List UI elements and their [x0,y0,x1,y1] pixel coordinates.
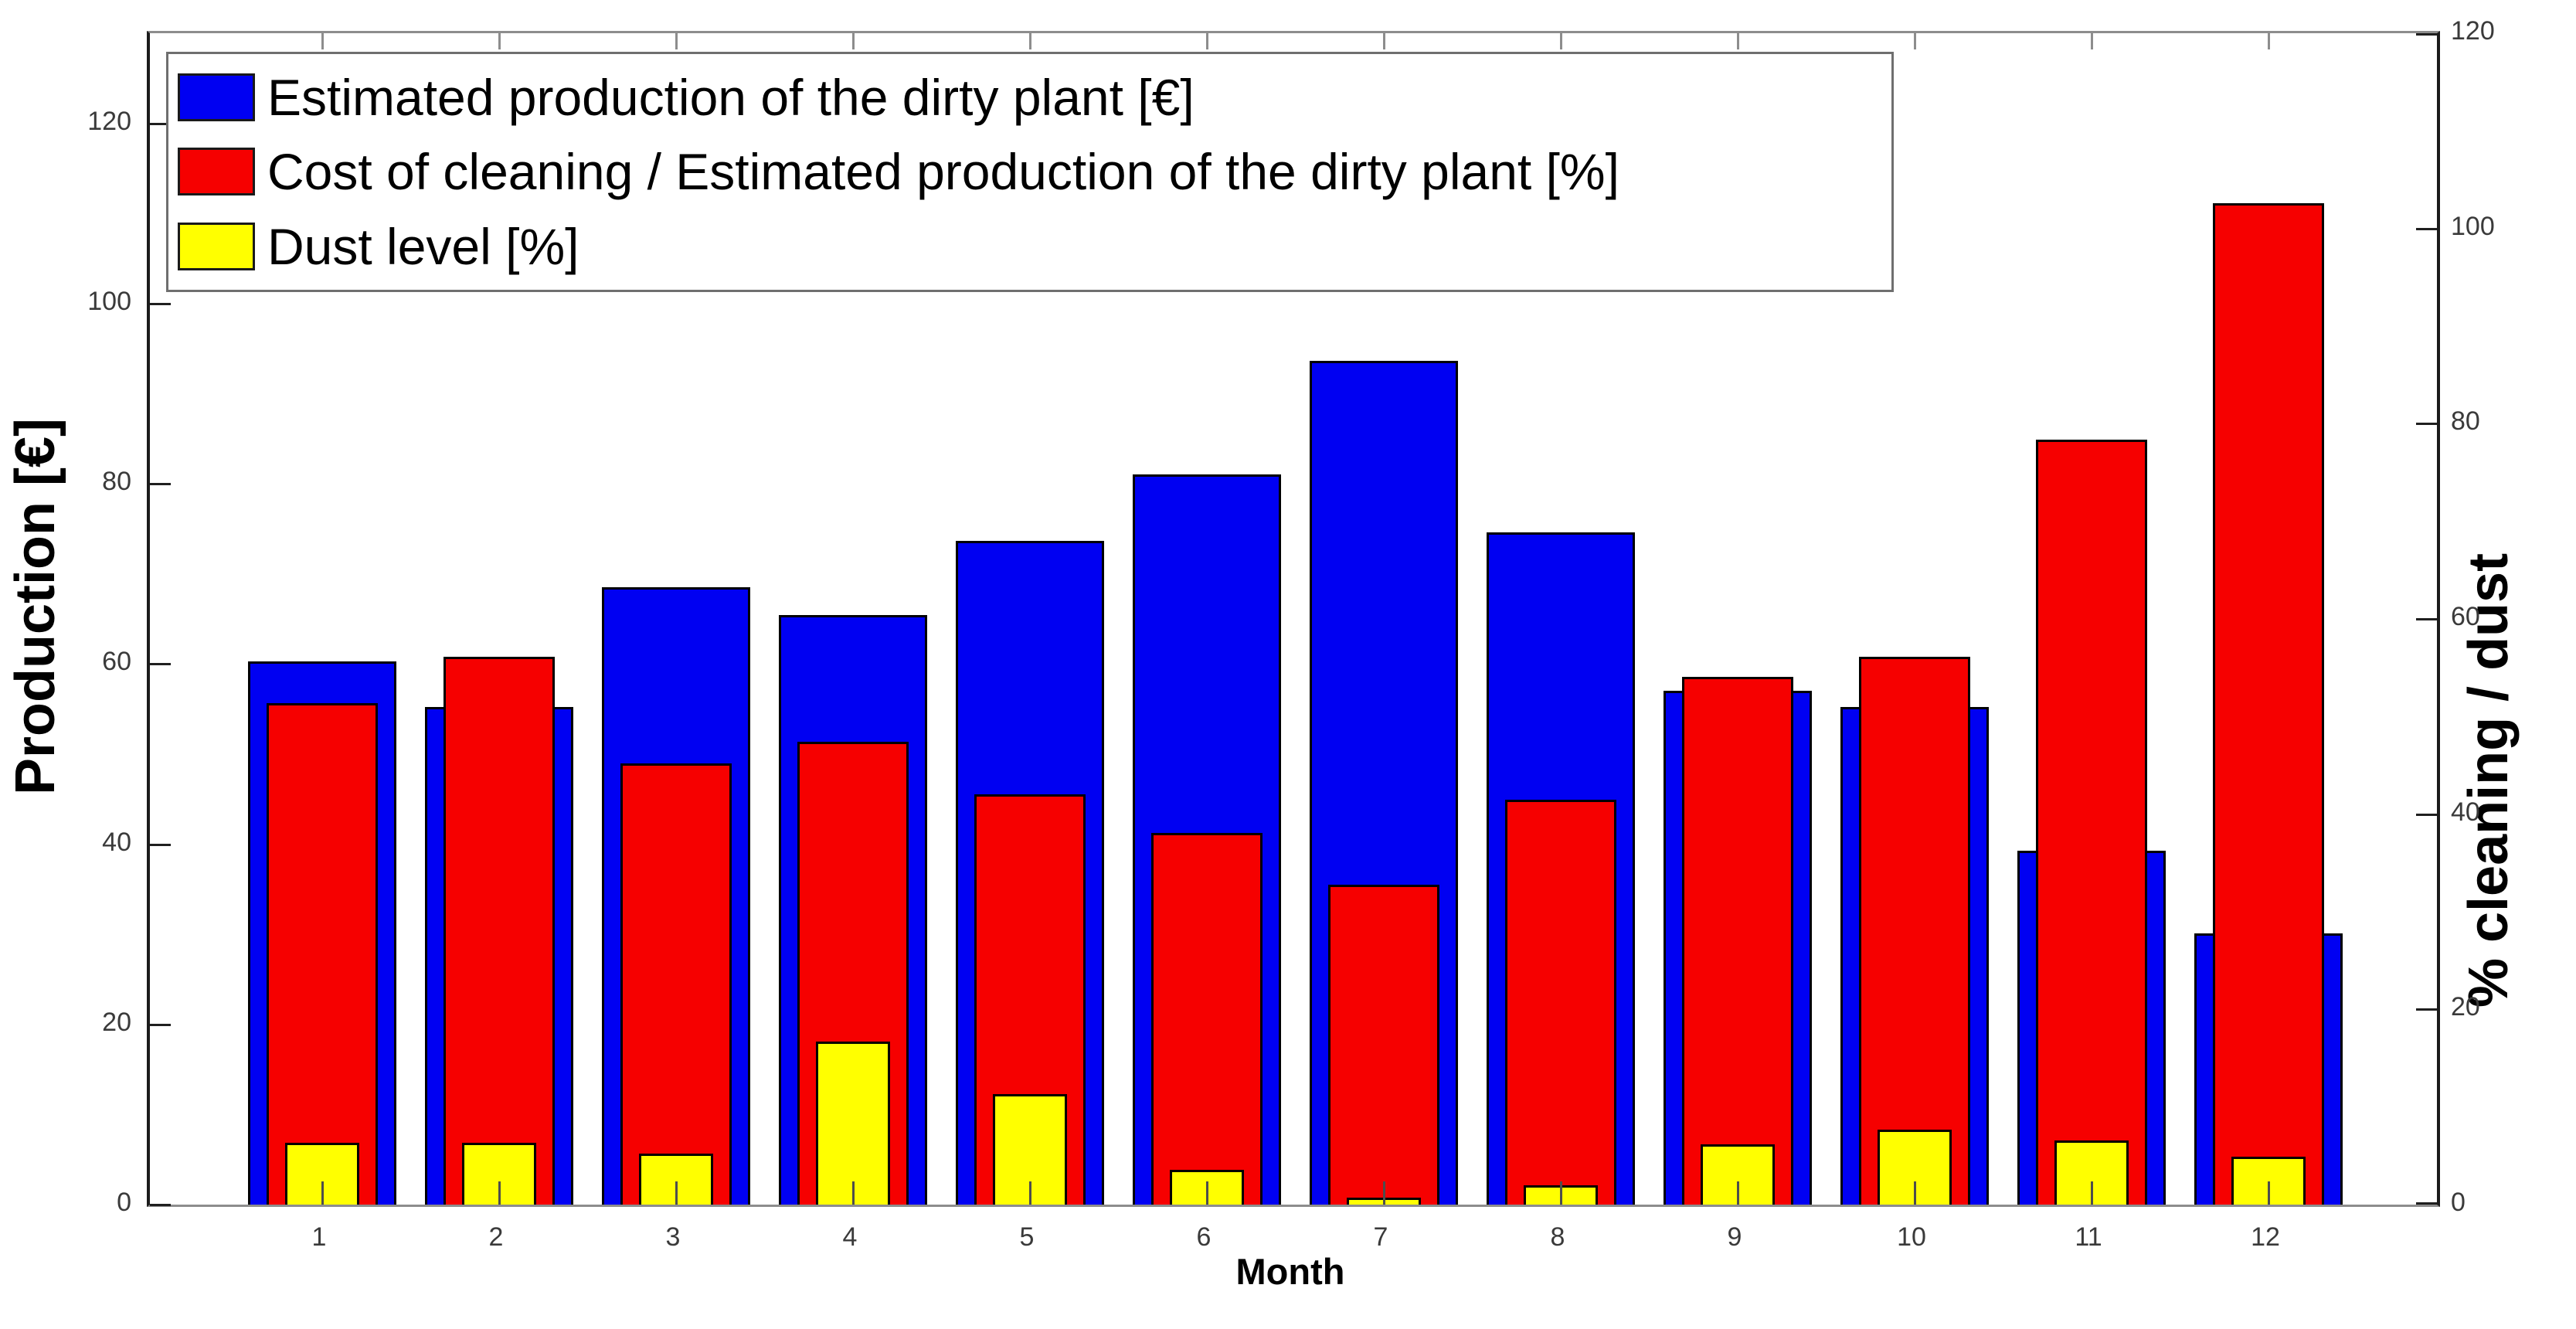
x-tick-label-month-6: 6 [1196,1222,1212,1252]
y-tick-label-right-20: 20 [2451,992,2480,1021]
y-tick-left-60 [150,663,171,665]
y-axis-label-left: Production [€] [5,418,66,795]
legend-item-cleaning-cost: Cost of cleaning / Estimated production … [178,136,1891,207]
y-tick-left-120 [150,123,171,125]
x-tick-month-2 [498,1181,501,1205]
bar-cleaning-cost-month-10 [1859,657,1970,1205]
x-tick-label-month-3: 3 [665,1222,681,1252]
x-tick-label-month-1: 1 [311,1222,327,1252]
x-tick-top-month-1 [321,33,324,49]
x-tick-label-month-7: 7 [1373,1222,1388,1252]
x-tick-month-12 [2268,1181,2270,1205]
x-tick-month-3 [675,1181,678,1205]
x-tick-top-month-5 [1029,33,1031,49]
x-tick-top-month-8 [1560,33,1562,49]
y-tick-label-left-40: 40 [102,828,131,857]
bar-cleaning-cost-month-7 [1328,885,1439,1205]
x-tick-label-month-8: 8 [1550,1222,1565,1252]
x-tick-month-9 [1737,1181,1739,1205]
x-tick-top-month-2 [498,33,501,49]
x-tick-top-month-6 [1206,33,1208,49]
y-tick-right-0 [2416,1202,2437,1205]
x-tick-month-10 [1914,1181,1916,1205]
x-tick-label-month-4: 4 [842,1222,858,1252]
x-tick-label-month-5: 5 [1019,1222,1035,1252]
y-tick-left-40 [150,844,171,846]
bar-cleaning-cost-month-6 [1151,833,1263,1205]
x-tick-top-month-3 [675,33,678,49]
bar-cleaning-cost-month-12 [2213,203,2324,1205]
y-tick-right-120 [2416,33,2437,36]
y-tick-left-80 [150,483,171,485]
x-tick-label-month-11: 11 [2075,1222,2102,1252]
y-tick-label-right-60: 60 [2451,602,2480,631]
legend-label-cleaning-cost: Cost of cleaning / Estimated production … [267,143,1619,201]
y-tick-label-left-80: 80 [102,467,131,496]
x-tick-month-8 [1560,1181,1562,1205]
y-tick-label-left-20: 20 [102,1008,131,1037]
bar-cleaning-cost-month-3 [620,763,732,1205]
legend-swatch-blue [178,73,255,122]
y-tick-label-left-0: 0 [117,1188,131,1217]
legend-label-production: Estimated production of the dirty plant … [267,69,1195,127]
legend-item-production: Estimated production of the dirty plant … [178,62,1891,133]
legend-swatch-yellow [178,222,255,270]
y-tick-label-right-120: 120 [2451,16,2495,46]
legend-label-dust-level: Dust level [%] [267,217,579,275]
y-axis-label-right: % cleaning / dust [2458,552,2520,1008]
x-tick-label-month-10: 10 [1897,1222,1926,1252]
bar-cleaning-cost-month-1 [267,703,378,1205]
y-tick-left-100 [150,303,171,305]
bar-dust-level-month-4 [816,1042,890,1205]
y-tick-right-80 [2416,423,2437,425]
y-tick-label-right-40: 40 [2451,797,2480,827]
x-tick-top-month-7 [1383,33,1385,49]
legend: Estimated production of the dirty plant … [166,52,1894,292]
x-tick-top-month-4 [852,33,855,49]
legend-swatch-red [178,148,255,196]
x-tick-month-1 [321,1181,324,1205]
x-tick-label-month-2: 2 [488,1222,504,1252]
x-tick-label-month-9: 9 [1727,1222,1742,1252]
y-tick-label-right-80: 80 [2451,406,2480,436]
x-tick-label-month-12: 12 [2251,1222,2280,1252]
x-tick-month-6 [1206,1181,1208,1205]
x-tick-top-month-12 [2268,33,2270,49]
x-tick-month-7 [1383,1181,1385,1205]
x-tick-month-5 [1029,1181,1031,1205]
y-tick-label-right-0: 0 [2451,1188,2466,1217]
y-tick-right-40 [2416,814,2437,816]
x-tick-top-month-9 [1737,33,1739,49]
x-tick-month-4 [852,1181,855,1205]
x-axis-label: Month [1235,1251,1345,1292]
y-tick-label-right-100: 100 [2451,212,2495,241]
y-tick-left-20 [150,1024,171,1026]
bar-cleaning-cost-month-9 [1682,677,1793,1205]
y-tick-label-left-60: 60 [102,647,131,676]
x-tick-top-month-11 [2091,33,2093,49]
y-tick-right-60 [2416,618,2437,620]
x-tick-top-month-10 [1914,33,1916,49]
y-tick-label-left-100: 100 [87,287,131,316]
y-tick-left-0 [150,1204,171,1206]
y-tick-label-left-120: 120 [87,107,131,136]
bar-cleaning-cost-month-11 [2036,440,2147,1205]
legend-item-dust-level: Dust level [%] [178,211,1891,282]
y-tick-right-20 [2416,1008,2437,1011]
bar-cleaning-cost-month-2 [443,657,555,1205]
bar-cleaning-cost-month-8 [1505,800,1616,1205]
y-tick-right-100 [2416,228,2437,230]
x-tick-month-11 [2091,1181,2093,1205]
